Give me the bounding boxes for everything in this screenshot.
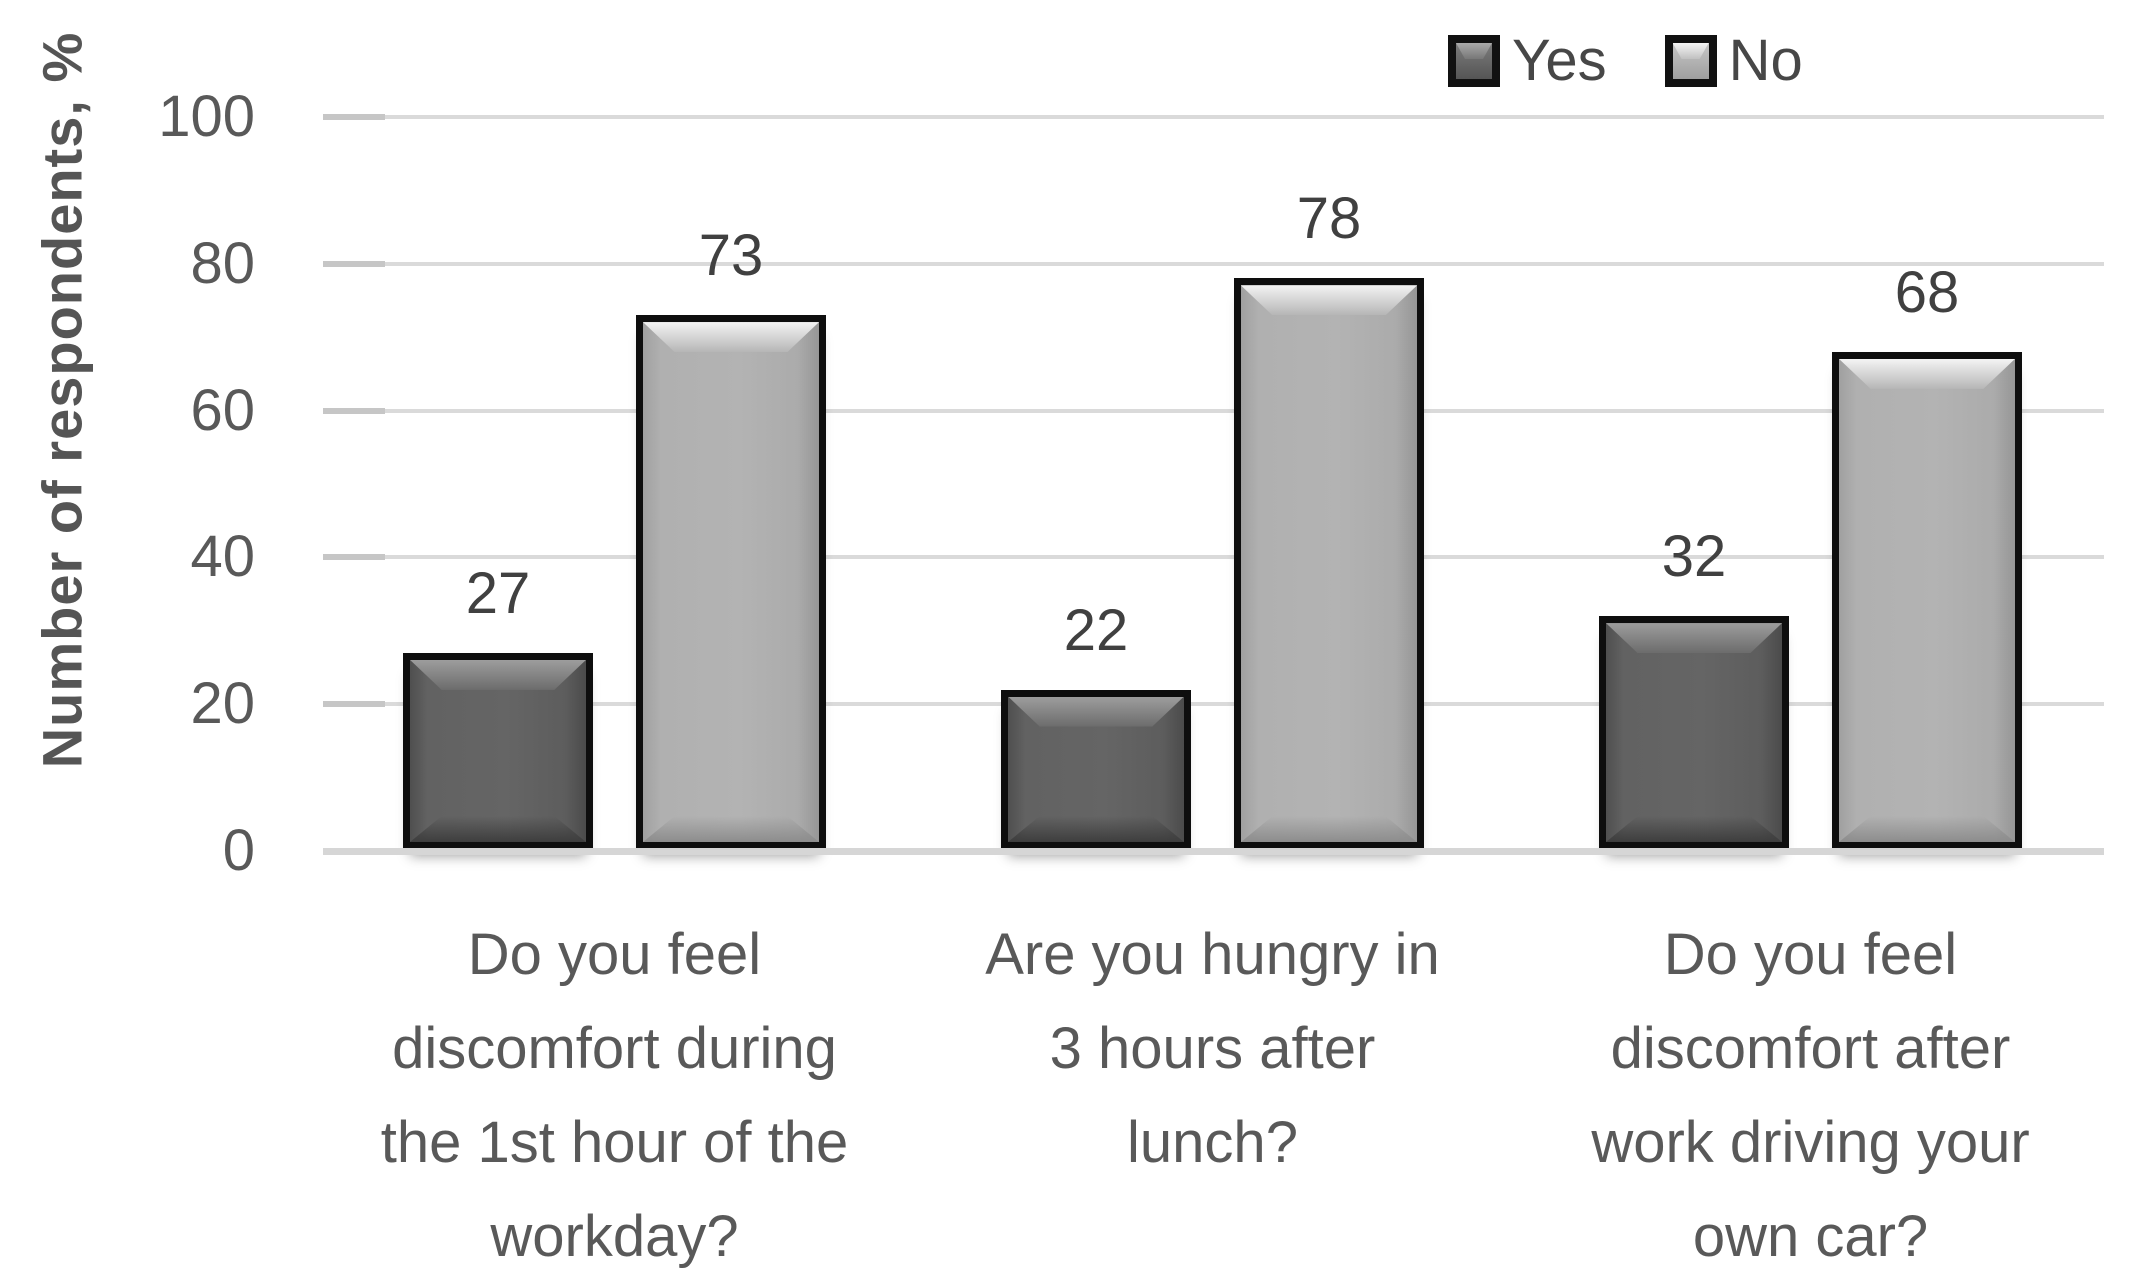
y-tick-label-20: 20 <box>190 671 255 737</box>
bar-no-group1 <box>636 315 826 849</box>
y-tick-60 <box>323 407 385 414</box>
y-tick-100 <box>323 114 385 120</box>
y-tick-20 <box>323 701 385 708</box>
bar-value-no-group3: 68 <box>1894 259 1960 325</box>
gridline-20 <box>323 702 2104 707</box>
x-category-label-2: Are you hungry in 3 hours after lunch? <box>985 922 1440 1175</box>
bar-yes-group3 <box>1599 616 1789 849</box>
legend-label-yes: Yes <box>1512 28 1607 93</box>
bar-yes-group2 <box>1001 689 1191 849</box>
gridline-60 <box>323 408 2104 413</box>
bar-value-no-group2: 78 <box>1296 186 1362 252</box>
chart-legend: Yes No <box>1448 32 1803 90</box>
bar-no-group2 <box>1234 278 1424 849</box>
bar-yes-group1 <box>403 652 593 849</box>
legend-entry-no: No <box>1664 28 1803 93</box>
legend-label-no: No <box>1728 28 1803 93</box>
bar-no-group3 <box>1832 351 2022 849</box>
bar-value-yes-group2: 22 <box>1063 597 1129 663</box>
y-tick-label-60: 60 <box>190 377 255 443</box>
y-tick-label-40: 40 <box>190 524 255 590</box>
bar-value-yes-group1: 27 <box>465 560 531 626</box>
y-axis-title: Number of respondents, % <box>30 31 94 769</box>
legend-swatch-yes <box>1448 35 1500 87</box>
bar-value-yes-group3: 32 <box>1661 524 1727 590</box>
y-tick-40 <box>323 554 385 561</box>
y-tick-80 <box>323 260 385 267</box>
gridline-100 <box>323 115 2104 119</box>
legend-swatch-no <box>1664 35 1717 87</box>
y-tick-label-100: 100 <box>158 84 255 149</box>
gridline-40 <box>323 555 2104 560</box>
gridline-0 <box>323 848 2104 855</box>
legend-entry-yes: Yes <box>1448 32 1607 90</box>
x-category-label-3: Do you feel discomfort after work driving … <box>1591 922 2030 1269</box>
bar-value-no-group1: 73 <box>698 223 764 289</box>
x-category-label-1: Do you feel discomfort during the 1st hour… <box>380 922 849 1269</box>
y-tick-label-0: 0 <box>222 818 255 883</box>
gridline-80 <box>323 261 2104 266</box>
y-tick-label-80: 80 <box>190 230 255 296</box>
